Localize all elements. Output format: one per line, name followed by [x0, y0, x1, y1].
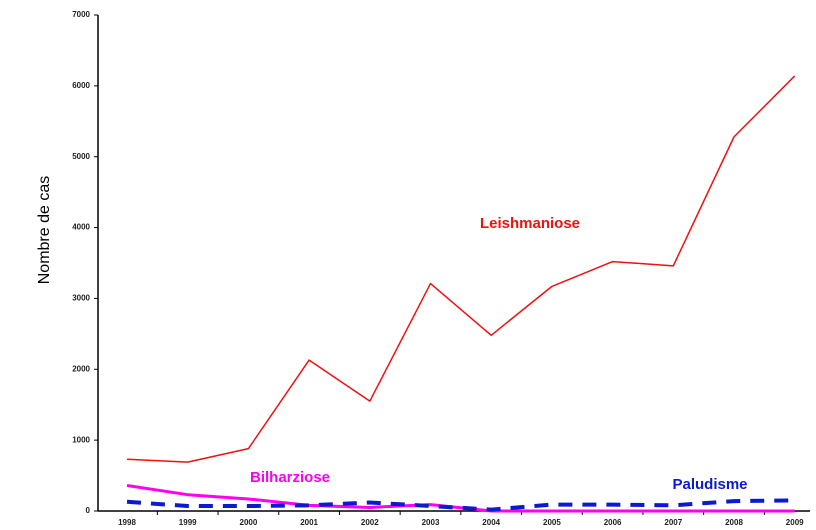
y-tick-label: 1000 [72, 435, 90, 444]
series-line [126, 498, 795, 512]
series-label: Bilharziose [250, 469, 330, 486]
y-tick-label: 5000 [72, 152, 90, 161]
y-tick-label: 7000 [72, 10, 90, 19]
series-line [126, 75, 796, 463]
y-tick-label: 3000 [72, 294, 90, 303]
x-tick-label: 1998 [118, 518, 136, 527]
x-tick-label: 1999 [179, 518, 197, 527]
x-tick-label: 2001 [300, 518, 318, 527]
x-tick-label: 2000 [240, 518, 258, 527]
x-tick-label: 2004 [482, 518, 500, 527]
series-line [126, 484, 795, 513]
x-tick-label: 2002 [361, 518, 379, 527]
series-label: Leishmaniose [480, 215, 580, 232]
x-tick-label: 2005 [543, 518, 561, 527]
y-tick-label: 6000 [72, 81, 90, 90]
x-tick-label: 2009 [786, 518, 804, 527]
x-tick-label: 2008 [725, 518, 743, 527]
series-label: Paludisme [672, 476, 747, 493]
x-tick-label: 2007 [664, 518, 682, 527]
y-tick-label: 2000 [72, 364, 90, 373]
y-axis-label: Nombre de cas [36, 176, 53, 285]
x-tick-label: 2003 [422, 518, 440, 527]
y-tick-label: 0 [86, 506, 91, 515]
y-tick-label: 4000 [72, 223, 90, 232]
x-tick-label: 2006 [604, 518, 622, 527]
